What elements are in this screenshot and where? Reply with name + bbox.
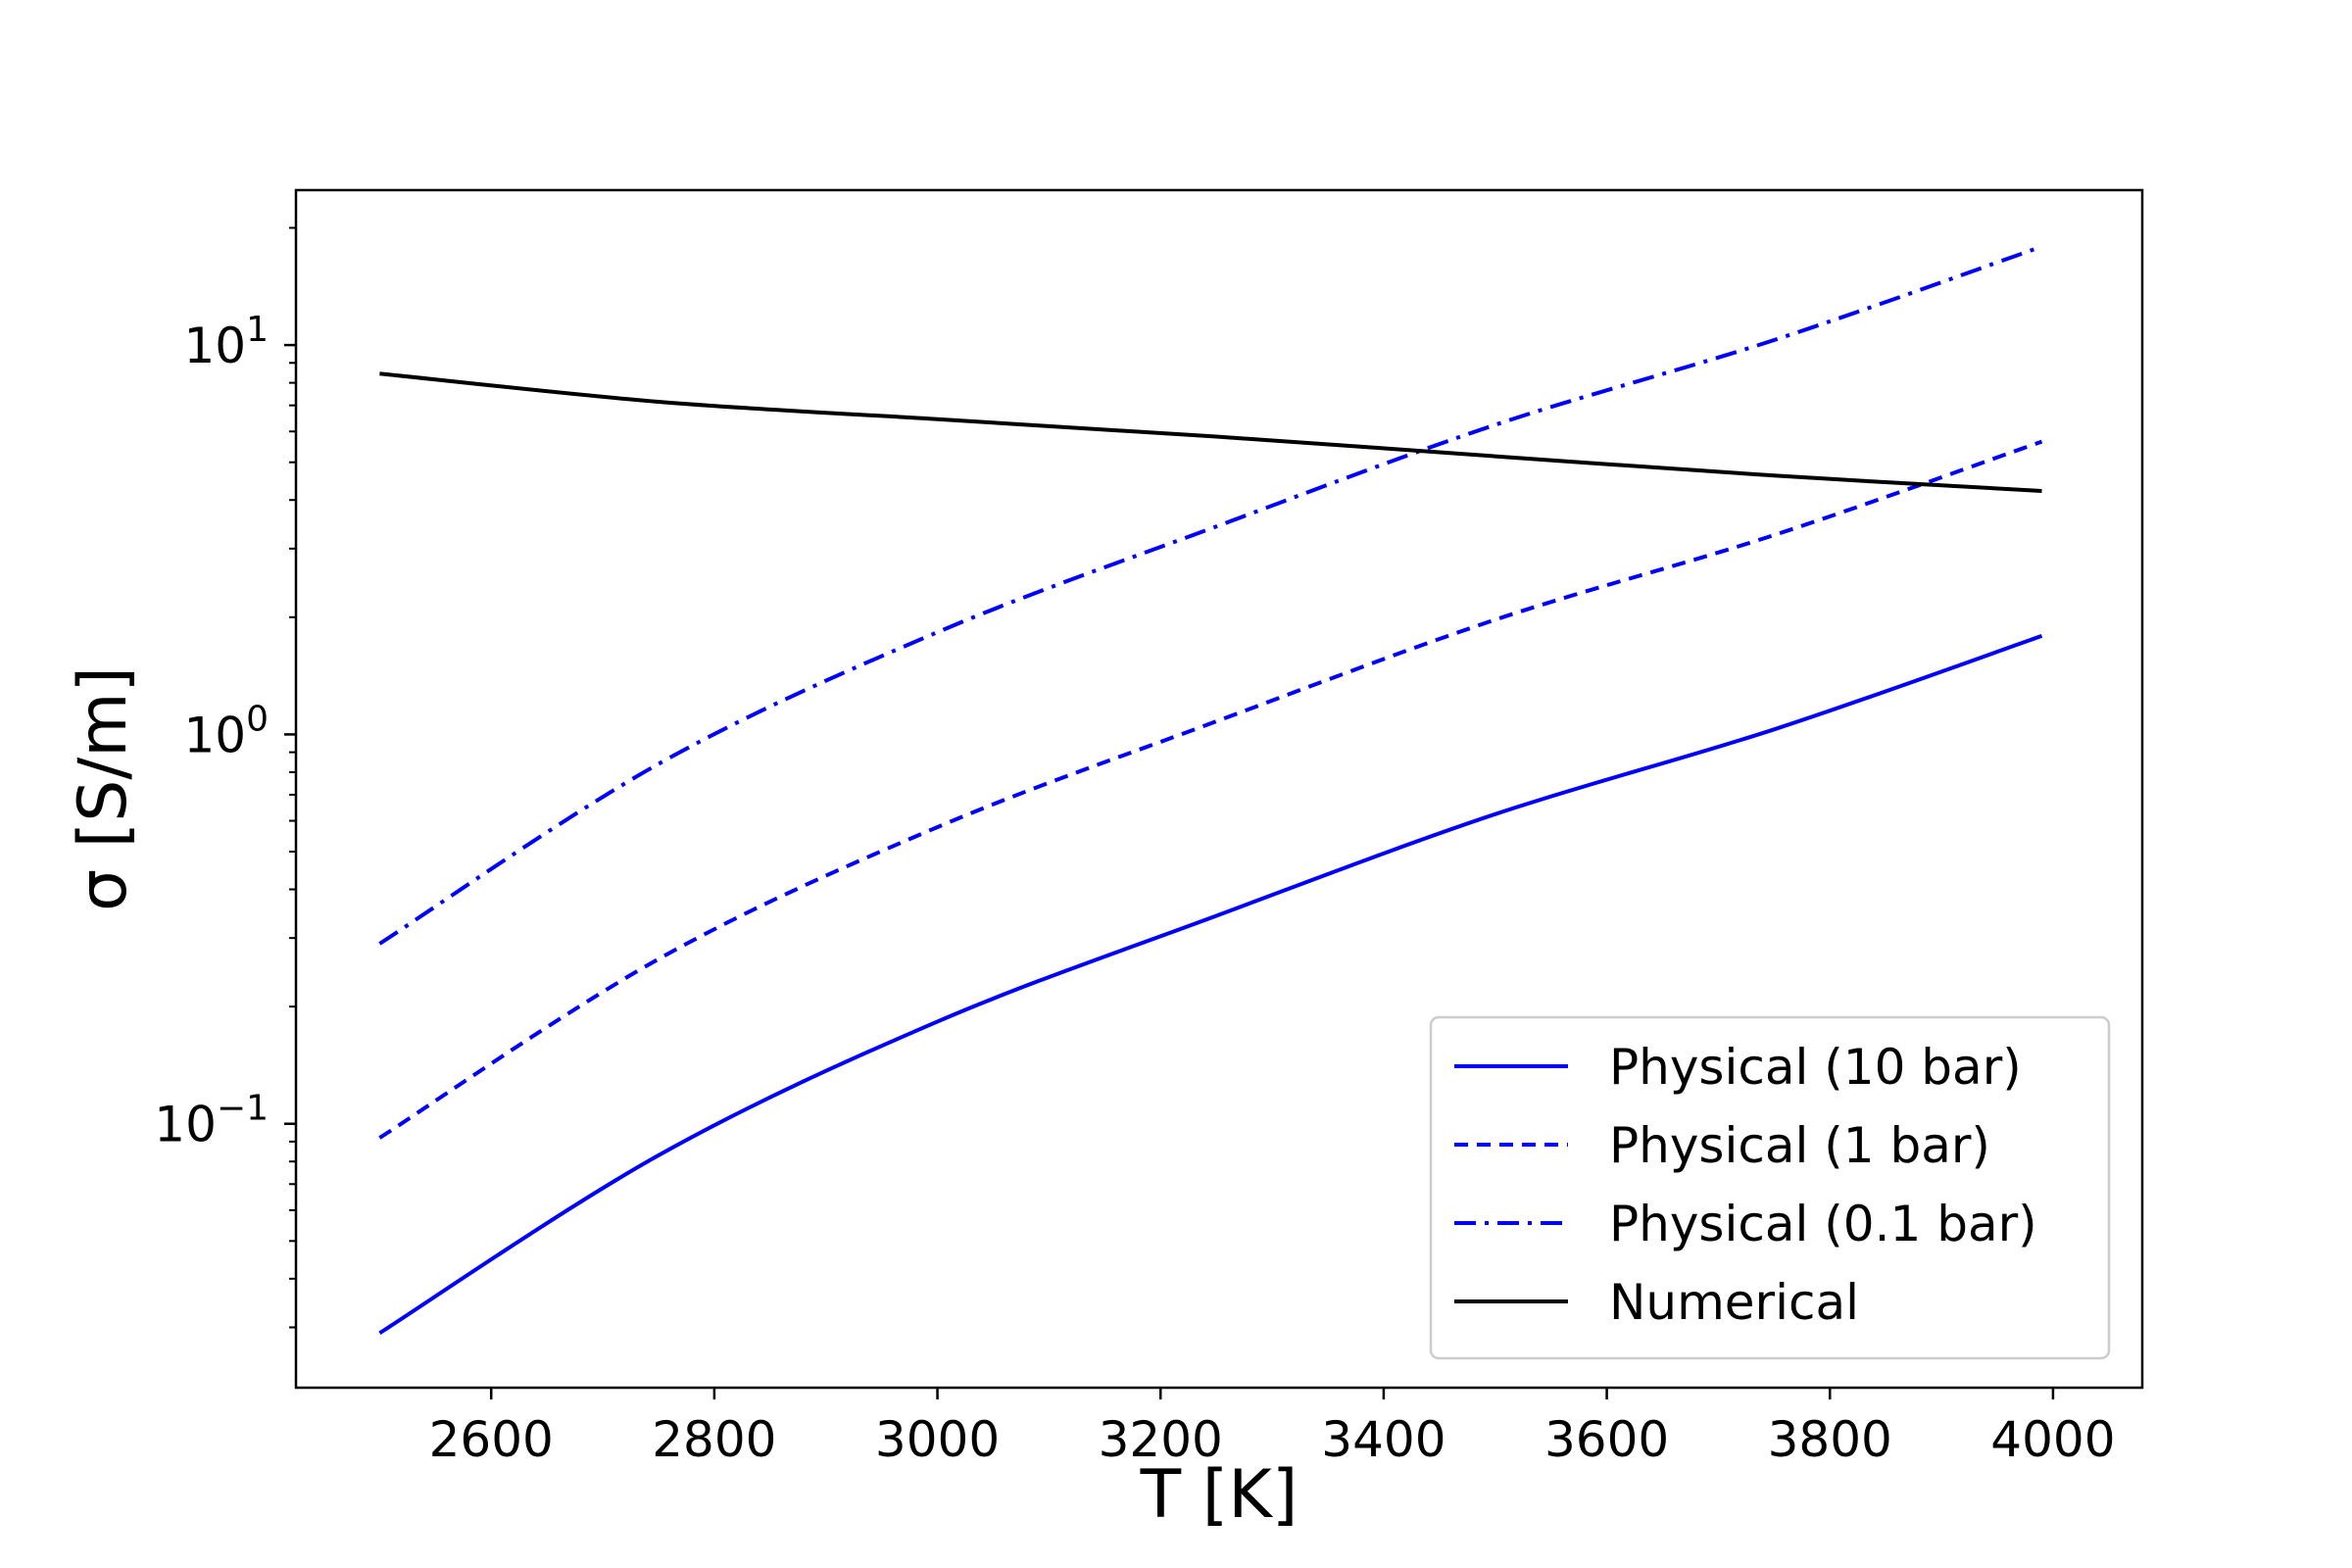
x-axis-ticks: 2600 2800 3000 3200 3400 3600 3800 4000 <box>429 1388 2116 1468</box>
x-tick-label: 2600 <box>429 1411 554 1468</box>
series-line-2 <box>378 244 2043 946</box>
y-tick-exponent: 1 <box>246 310 269 350</box>
x-tick-label: 3800 <box>1768 1411 1892 1468</box>
legend: Physical (10 bar) Physical (1 bar) Physica… <box>1429 1015 2111 1360</box>
x-tick-label: 4000 <box>1990 1411 2115 1468</box>
series-line-0 <box>378 634 2043 1335</box>
y-tick-base: 10 <box>183 707 246 763</box>
y-tick-exponent: 0 <box>246 699 269 739</box>
series-lines <box>378 244 2043 1335</box>
legend-label-2: Physical (0.1 bar) <box>1609 1196 2037 1252</box>
x-tick-label: 3400 <box>1321 1411 1446 1468</box>
y-tick-label: 101 <box>183 310 269 374</box>
y-tick-base: 10 <box>183 318 246 374</box>
legend-box <box>1429 1015 2111 1360</box>
legend-label-1: Physical (1 bar) <box>1609 1117 1990 1174</box>
x-tick-label: 3000 <box>875 1411 1000 1468</box>
x-tick-label: 3600 <box>1544 1411 1669 1468</box>
legend-label-0: Physical (10 bar) <box>1609 1039 2022 1096</box>
plot-frame <box>294 188 2144 1390</box>
y-tick-label: 100 <box>183 699 269 763</box>
x-tick-label: 2800 <box>652 1411 776 1468</box>
x-tick-label: 3200 <box>1099 1411 1223 1468</box>
x-axis-title: T [K] <box>1140 1456 1298 1534</box>
y-tick-base: 10 <box>154 1097 217 1153</box>
series-line-3 <box>379 371 2042 493</box>
y-axis-title: σ [S/m] <box>65 666 142 911</box>
y-tick-exponent: −1 <box>217 1089 269 1129</box>
y-tick-label: 10−1 <box>154 1089 269 1153</box>
legend-label-3: Numerical <box>1609 1274 1859 1331</box>
